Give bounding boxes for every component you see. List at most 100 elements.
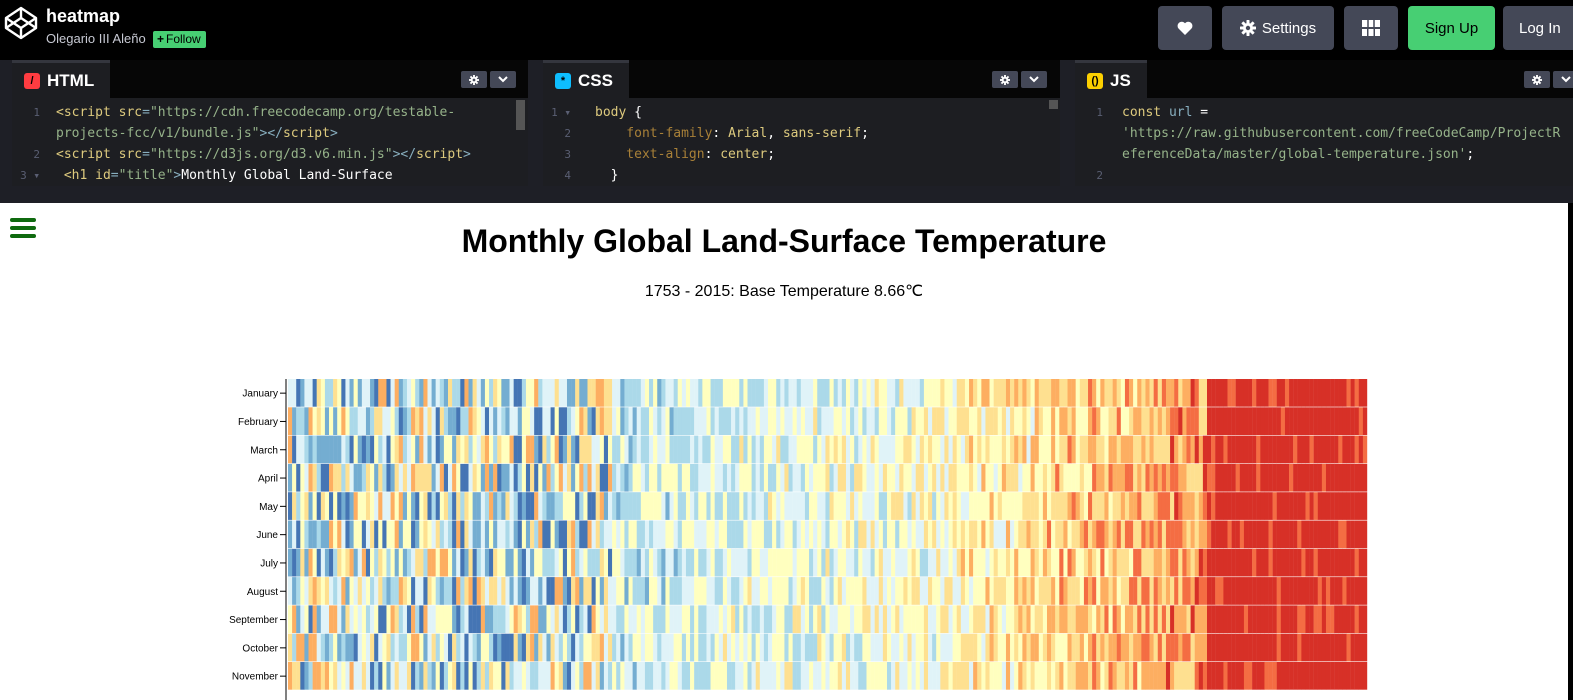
cell[interactable] [817,407,822,435]
cell[interactable] [353,633,358,662]
cell[interactable] [411,662,416,690]
cell[interactable] [1038,435,1044,464]
cell[interactable] [1141,379,1146,407]
cell[interactable] [1235,407,1241,435]
cell[interactable] [915,492,921,520]
cell[interactable] [1235,463,1241,492]
cell[interactable] [882,379,888,407]
cell[interactable] [296,605,301,634]
cell[interactable] [964,492,970,520]
cell[interactable] [365,379,371,407]
cell[interactable] [595,605,600,634]
cell[interactable] [603,407,609,435]
cell[interactable] [329,520,334,549]
cell[interactable] [357,577,363,605]
cell[interactable] [731,492,736,520]
cell[interactable] [558,463,564,492]
cell[interactable] [1010,605,1015,634]
cell[interactable] [833,662,838,690]
cell[interactable] [534,379,539,407]
cell[interactable] [1051,662,1056,690]
cell[interactable] [308,520,313,549]
cell[interactable] [1005,407,1011,435]
cell[interactable] [1067,577,1072,605]
cell[interactable] [1321,605,1327,634]
cell[interactable] [1042,577,1048,605]
cell[interactable] [657,492,662,520]
cell[interactable] [903,463,908,492]
cell[interactable] [534,463,539,492]
cell[interactable] [1301,548,1306,577]
cell[interactable] [1239,548,1245,577]
cell[interactable] [915,435,921,464]
cell[interactable] [1059,492,1064,520]
cell[interactable] [735,407,740,435]
cell[interactable] [1362,492,1368,520]
cell[interactable] [1346,492,1351,520]
cell[interactable] [1313,577,1318,605]
cell[interactable] [669,379,674,407]
cell[interactable] [714,662,719,690]
cell[interactable] [739,492,744,520]
cell[interactable] [361,577,367,605]
cell[interactable] [702,463,707,492]
cell[interactable] [895,407,900,435]
cell[interactable] [739,548,744,577]
cell[interactable] [1342,577,1347,605]
cell[interactable] [1088,548,1093,577]
signup-button[interactable]: Sign Up [1408,6,1495,50]
cell[interactable] [1034,633,1039,662]
cell[interactable] [669,605,674,634]
cell[interactable] [1325,520,1331,549]
cell[interactable] [538,492,543,520]
cell[interactable] [427,435,432,464]
cell[interactable] [1252,662,1257,690]
cell[interactable] [776,520,781,549]
cell[interactable] [964,633,970,662]
cell[interactable] [456,633,461,662]
cell[interactable] [657,435,662,464]
cell[interactable] [571,407,576,435]
cell[interactable] [698,463,703,492]
cell[interactable] [714,435,719,464]
cell[interactable] [353,492,358,520]
cell[interactable] [632,463,637,492]
cell[interactable] [1157,577,1163,605]
cell[interactable] [304,435,309,464]
cell[interactable] [1284,520,1290,549]
cell[interactable] [788,548,793,577]
cell[interactable] [538,548,543,577]
cell[interactable] [579,633,584,662]
cell[interactable] [361,463,367,492]
cell[interactable] [1284,662,1290,690]
cell[interactable] [435,605,440,634]
cell[interactable] [1334,379,1339,407]
cell[interactable] [1174,435,1179,464]
cell[interactable] [1165,662,1171,690]
cell[interactable] [1083,520,1089,549]
cell[interactable] [878,577,884,605]
cell[interactable] [374,379,379,407]
cell[interactable] [1305,379,1310,407]
cell[interactable] [776,577,781,605]
cell[interactable] [780,662,785,690]
cell[interactable] [612,633,617,662]
cell[interactable] [669,492,674,520]
cell[interactable] [575,520,580,549]
cell[interactable] [1190,492,1195,520]
cell[interactable] [1005,492,1011,520]
cell[interactable] [530,492,535,520]
cell[interactable] [542,492,547,520]
cell[interactable] [542,662,547,690]
cell[interactable] [813,520,818,549]
cell[interactable] [932,548,937,577]
cell[interactable] [936,407,941,435]
cell[interactable] [948,577,953,605]
cell[interactable] [722,492,728,520]
cell[interactable] [1034,605,1039,634]
cell[interactable] [562,633,568,662]
cell[interactable] [911,605,916,634]
cell[interactable] [525,492,531,520]
cell[interactable] [874,633,879,662]
cell[interactable] [1112,492,1117,520]
